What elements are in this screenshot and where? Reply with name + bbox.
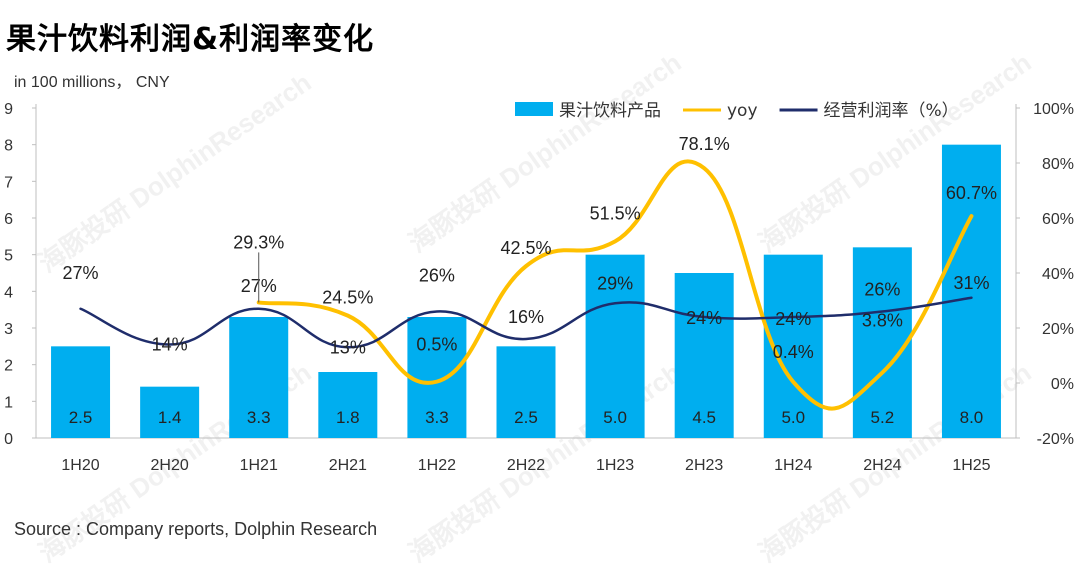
bar: [941, 144, 1001, 438]
bar-value-label: 3.3: [425, 408, 449, 427]
x-axis-tick-label: 2H20: [151, 457, 189, 474]
x-axis-tick-label: 2H24: [863, 457, 901, 474]
yoy-value-label: 60.7%: [946, 183, 997, 203]
right-axis-tick-label: 100%: [1033, 101, 1074, 118]
right-axis-tick-label: 20%: [1042, 321, 1074, 338]
legend-label: 经营利润率（%）: [824, 101, 959, 121]
legend-swatch: [515, 102, 553, 116]
yoy-line: [256, 159, 974, 411]
bar-value-label: 5.2: [871, 408, 895, 427]
yoy-value-label: 42.5%: [500, 238, 551, 258]
legend-label: yoy: [727, 101, 758, 121]
unit-label: in 100 millions， CNY: [14, 74, 170, 91]
yoy-value-label: 24.5%: [322, 288, 373, 308]
left-axis-tick-label: 5: [4, 248, 13, 265]
margin-value-label: 24%: [686, 308, 722, 328]
bar: [51, 346, 111, 438]
left-axis-tick-label: 2: [4, 358, 13, 375]
bar: [140, 386, 200, 438]
bar-value-label: 1.4: [158, 408, 182, 427]
right-axis-tick-label: -20%: [1037, 431, 1074, 448]
x-axis-tick-label: 2H22: [507, 457, 545, 474]
left-axis-tick-label: 1: [4, 394, 13, 411]
left-axis-tick-label: 6: [4, 211, 13, 228]
margin-value-label: 29%: [597, 273, 633, 293]
bar-value-label: 2.5: [69, 408, 93, 427]
margin-value-label: 27%: [63, 263, 99, 283]
x-axis-tick-label: 2H21: [329, 457, 367, 474]
watermark-text: 海豚投研 DolphinResearch: [403, 47, 686, 258]
right-axis-tick-label: 0%: [1051, 376, 1074, 393]
bar-value-label: 8.0: [960, 408, 984, 427]
legend: 果汁饮料产品 yoy 经营利润率（%）: [515, 101, 959, 121]
right-axis-tick-label: 60%: [1042, 211, 1074, 228]
left-axis-tick-label: 3: [4, 321, 13, 338]
bar-value-label: 4.5: [692, 408, 716, 427]
bar: [318, 372, 378, 438]
x-axis-tick-label: 1H21: [240, 457, 278, 474]
source-note: Source : Company reports, Dolphin Resear…: [14, 519, 378, 539]
data-labels: 2.5 1.4 3.3 1.8 3.3 2.5 5.0 4.5 5.0 5.2 8.0 27% 14% 2…: [63, 134, 997, 427]
yoy-value-label: 78.1%: [679, 134, 730, 154]
bar-value-label: 1.8: [336, 408, 360, 427]
bar: [496, 346, 556, 438]
margin-value-label: 31%: [953, 273, 989, 293]
bar: [229, 317, 289, 438]
margin-value-label: 24%: [775, 309, 811, 329]
line-series: [79, 159, 974, 411]
left-axis-tick-label: 8: [4, 138, 13, 155]
yoy-value-label: 0.4%: [773, 342, 814, 362]
axes: 0 1 2 3 4 5 6 7 8 9 -20% 0% 20% 40% 60% 80% 100% 1H20 2H20…: [4, 101, 1074, 474]
bar-value-label: 5.0: [781, 408, 805, 427]
chart-title: 果汁饮料利润&利润率变化: [6, 22, 375, 57]
bar-value-label: 2.5: [514, 408, 538, 427]
left-axis-tick-label: 4: [4, 284, 13, 301]
left-axis-tick-label: 9: [4, 101, 13, 118]
legend-label: 果汁饮料产品: [559, 101, 661, 121]
x-axis-tick-label: 1H20: [61, 457, 99, 474]
right-axis-tick-label: 40%: [1042, 266, 1074, 283]
right-axis-tick-label: 80%: [1042, 156, 1074, 173]
left-axis-tick-label: 7: [4, 174, 13, 191]
left-axis-tick-label: 0: [4, 431, 13, 448]
bar: [585, 254, 645, 438]
margin-value-label: 26%: [419, 266, 455, 286]
bar: [674, 273, 734, 438]
bar-series: [51, 144, 1001, 438]
bar: [407, 317, 467, 438]
x-axis-tick-label: 2H23: [685, 457, 723, 474]
yoy-value-label: 0.5%: [416, 335, 457, 355]
margin-value-label: 13%: [330, 337, 366, 357]
yoy-value-label: 51.5%: [590, 203, 641, 223]
margin-line: [79, 296, 973, 349]
bar: [852, 247, 912, 438]
margin-value-label: 16%: [508, 307, 544, 327]
x-axis-tick-label: 1H25: [952, 457, 990, 474]
bar-value-label: 5.0: [603, 408, 627, 427]
x-axis-tick-label: 1H24: [774, 457, 812, 474]
x-axis-tick-label: 1H23: [596, 457, 634, 474]
bar-value-label: 3.3: [247, 408, 271, 427]
yoy-value-label: 29.3%: [233, 232, 284, 252]
yoy-value-label: 3.8%: [862, 311, 903, 331]
margin-value-label: 14%: [152, 335, 188, 355]
margin-value-label: 26%: [864, 280, 900, 300]
x-axis-tick-label: 1H22: [418, 457, 456, 474]
